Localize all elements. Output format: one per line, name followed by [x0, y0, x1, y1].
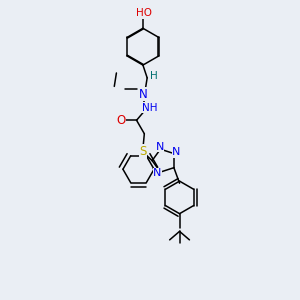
Text: O: O [116, 114, 126, 127]
Text: N: N [155, 142, 164, 152]
Text: S: S [140, 145, 147, 158]
Text: N: N [153, 169, 161, 178]
Text: H: H [150, 71, 158, 81]
Text: N: N [139, 88, 148, 100]
Text: N: N [172, 147, 181, 157]
Text: NH: NH [142, 103, 158, 112]
Text: HO: HO [136, 8, 152, 18]
